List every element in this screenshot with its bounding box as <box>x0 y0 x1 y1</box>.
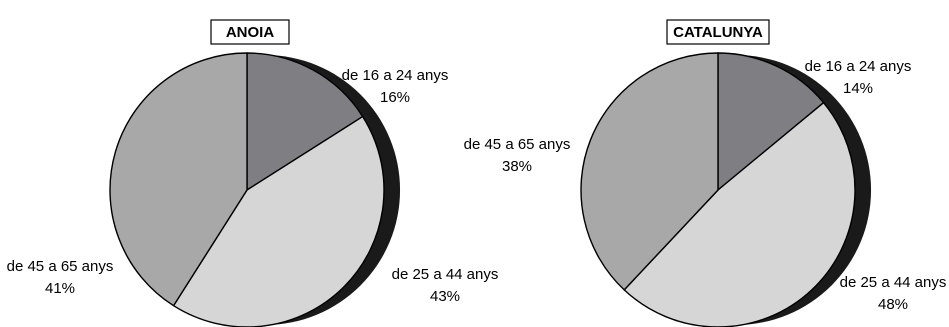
slice-label-45-65: de 45 a 65 anys <box>7 258 114 275</box>
slice-16-24 <box>246 52 364 191</box>
slice-value-45-65: 41% <box>45 280 75 297</box>
slice-25-44 <box>623 101 856 327</box>
chart-title: CATALUNYA <box>673 24 763 41</box>
slice-label-25-44: de 25 a 44 anys <box>392 266 499 283</box>
chart-title: ANOIA <box>226 24 275 41</box>
slice-value-16-24: 16% <box>380 89 410 106</box>
slice-25-44 <box>172 115 385 327</box>
slice-label-25-44: de 25 a 44 anys <box>840 274 947 291</box>
slice-label-16-24: de 16 a 24 anys <box>805 58 912 75</box>
slice-45-65 <box>109 52 248 307</box>
slice-value-25-44: 48% <box>878 296 908 313</box>
slice-value-25-44: 43% <box>430 288 460 305</box>
chart-title-box <box>210 19 290 45</box>
slice-16-24 <box>717 52 825 191</box>
slice-label-45-65: de 45 a 65 anys <box>464 136 571 153</box>
pie-chart-anoia: ANOIA de 16 a 24 anys 16% de 25 a 44 any… <box>7 19 499 327</box>
pie-chart-catalunya: CATALUNYA de 16 a 24 anys 14% de 25 a 44… <box>464 19 947 327</box>
slice-45-65 <box>580 52 719 291</box>
chart-title-box <box>666 19 770 45</box>
slice-value-45-65: 38% <box>502 158 532 175</box>
slice-value-16-24: 14% <box>843 80 873 97</box>
slice-label-16-24: de 16 a 24 anys <box>342 67 449 84</box>
